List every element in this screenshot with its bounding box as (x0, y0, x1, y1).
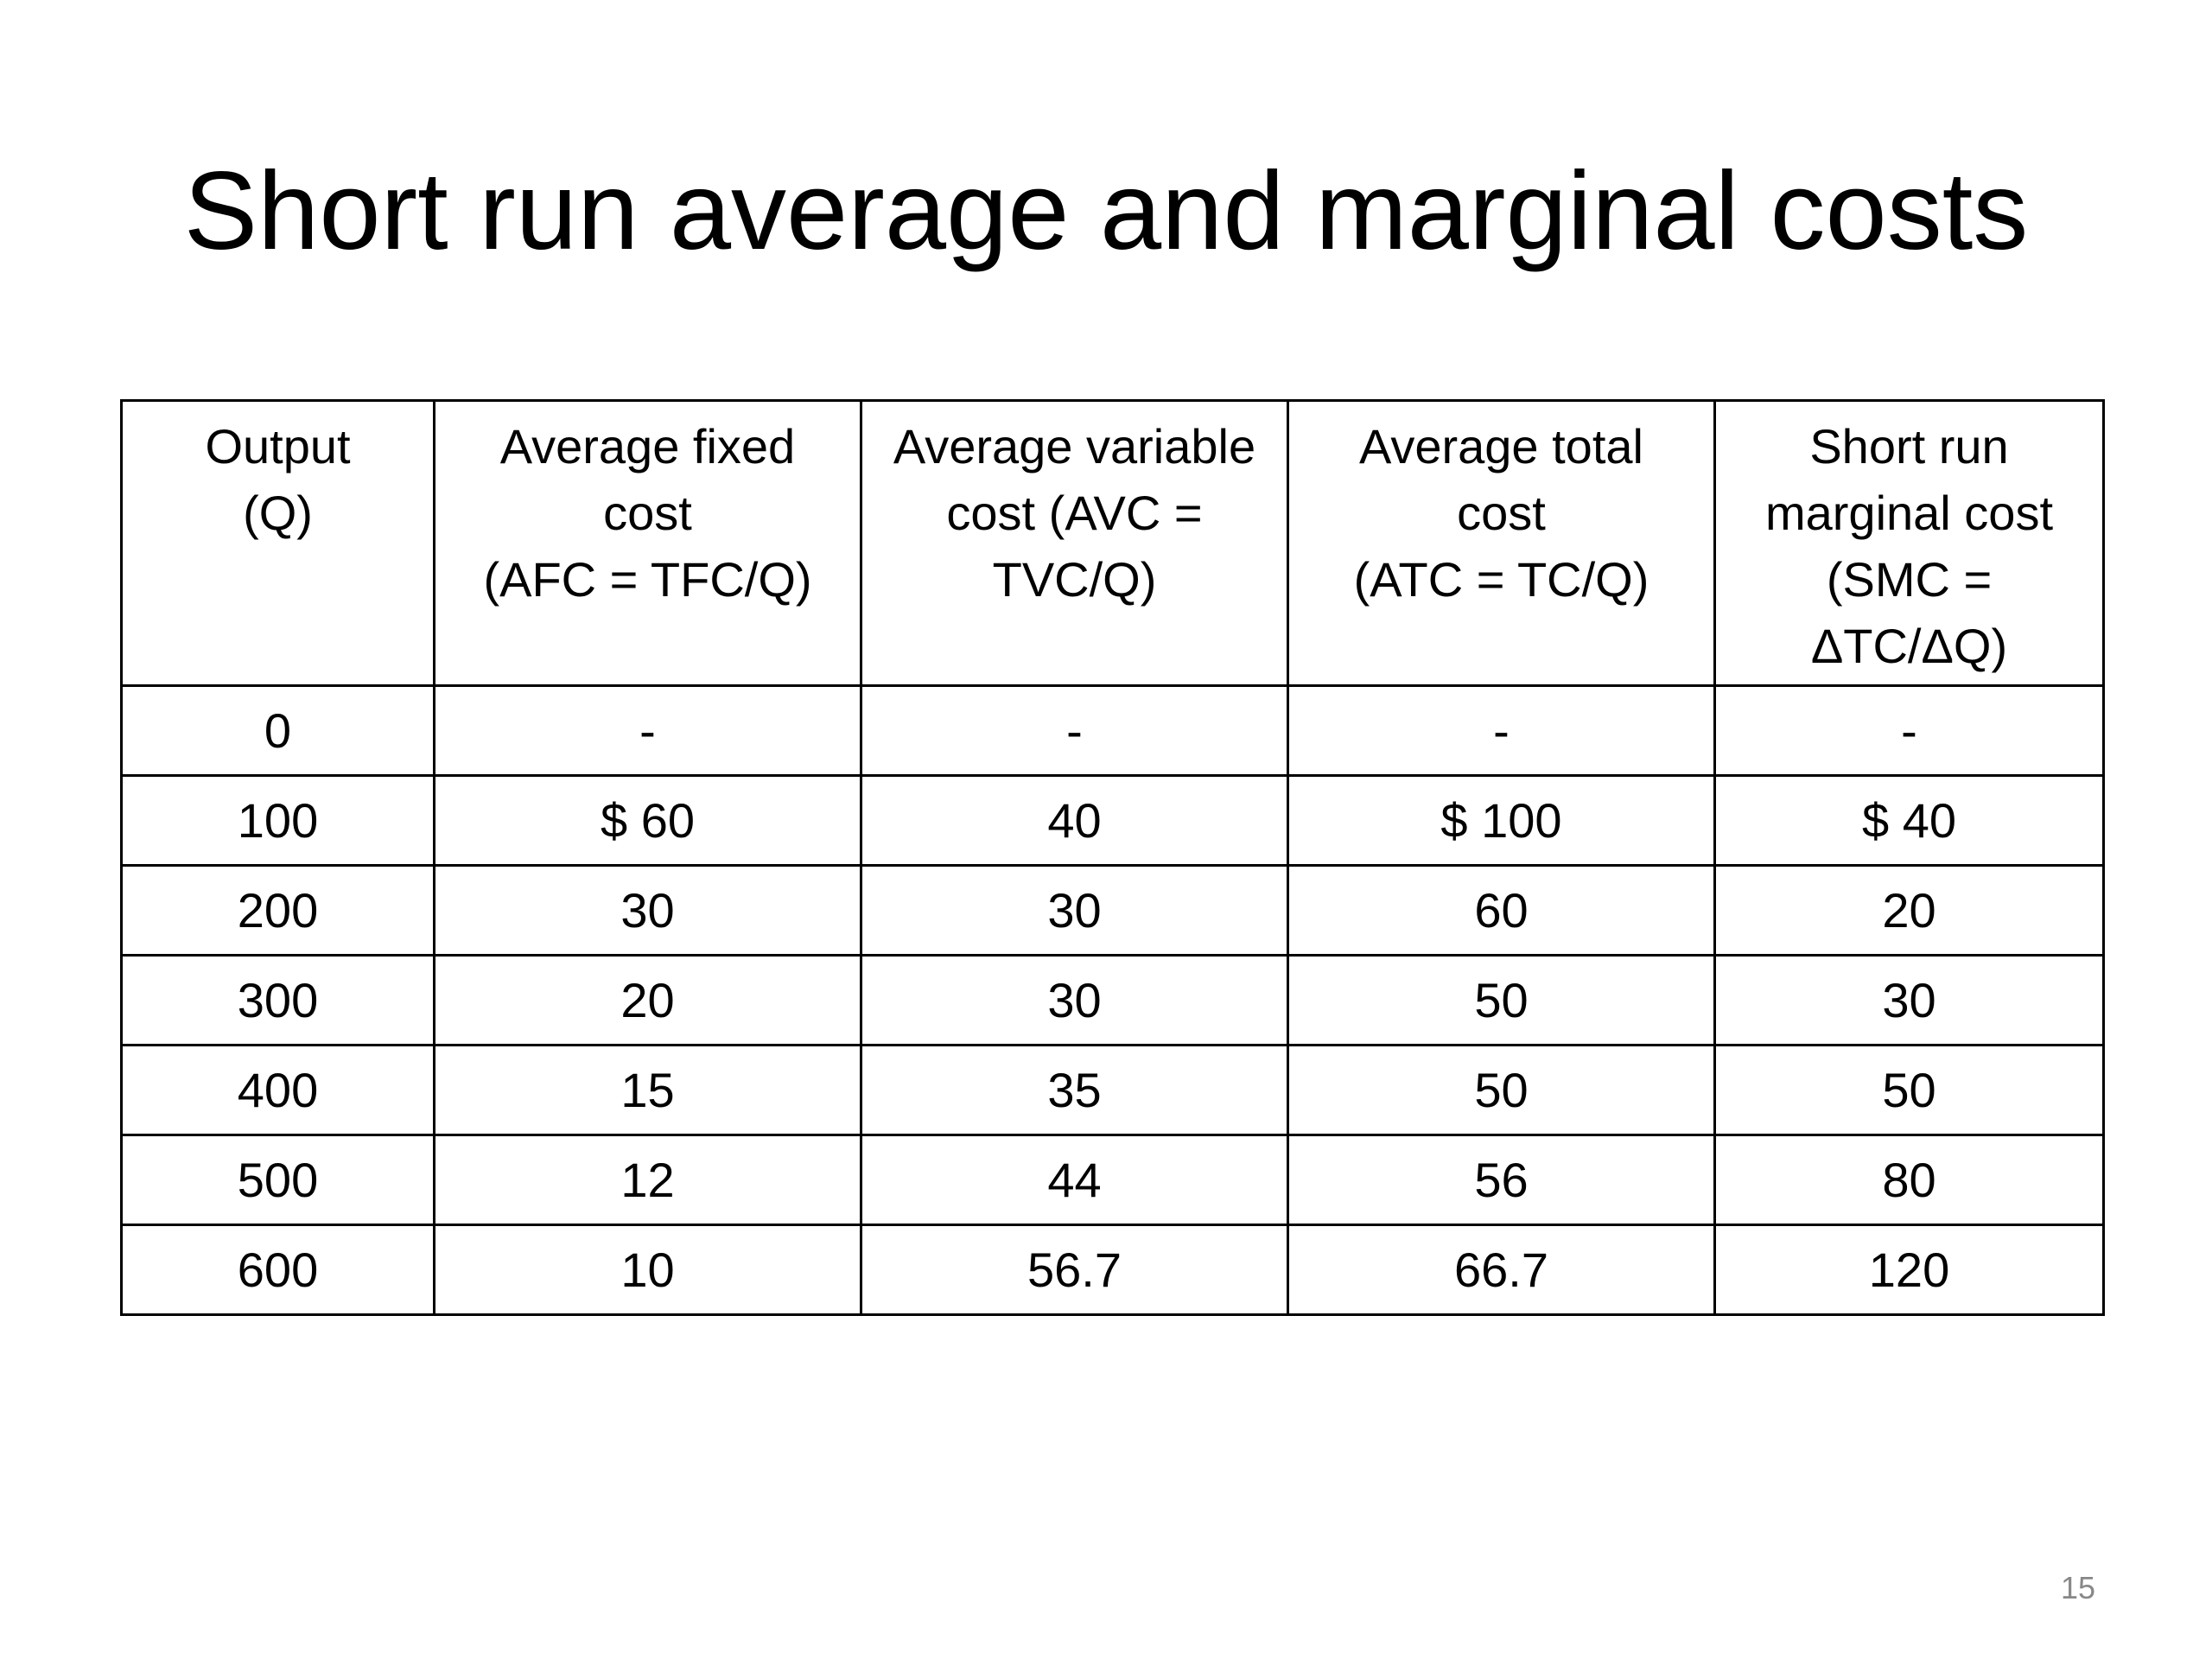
header-line: (ATC = TC/Q) (1353, 552, 1649, 607)
cell-avc: 40 (860, 774, 1289, 867)
cell-avc: 35 (860, 1044, 1289, 1136)
header-line: (Q) (243, 486, 313, 540)
cell-afc: 12 (433, 1134, 862, 1226)
cell-avc: 44 (860, 1134, 1289, 1226)
table-row: 300 20 30 50 30 (120, 954, 2105, 1046)
header-line: Average variable (893, 419, 1256, 474)
header-line: Short run (1809, 419, 2009, 474)
table-row: 0 - - - - (120, 684, 2105, 777)
cell-avc: - (860, 684, 1289, 777)
header-line: cost (1457, 486, 1546, 540)
cell-atc: 56 (1287, 1134, 1716, 1226)
table-row: 100 $ 60 40 $ 100 $ 40 (120, 774, 2105, 867)
cell-avc: 30 (860, 864, 1289, 957)
cell-smc: 50 (1713, 1044, 2105, 1136)
header-short-run-marginal-cost: Short run marginal cost (SMC = ΔTC/ΔQ) (1713, 399, 2105, 687)
header-line: marginal cost (1764, 486, 2054, 540)
cell-smc: $ 40 (1713, 774, 2105, 867)
cell-output: 300 (120, 954, 435, 1046)
cell-atc: 50 (1287, 1044, 1716, 1136)
cell-output: 100 (120, 774, 435, 867)
cell-atc: - (1287, 684, 1716, 777)
header-line: (SMC = (1826, 552, 1993, 607)
cell-output: 200 (120, 864, 435, 957)
header-average-variable-cost: Average variable cost (AVC = TVC/Q) (860, 399, 1289, 687)
cell-afc: - (433, 684, 862, 777)
header-line: TVC/Q) (992, 552, 1157, 607)
cell-atc: 50 (1287, 954, 1716, 1046)
header-output: Output (Q) (120, 399, 435, 687)
table-row: 200 30 30 60 20 (120, 864, 2105, 957)
header-line: Output (205, 419, 351, 474)
table-header-row: Output (Q) Average fixed cost (AFC = TFC… (120, 399, 2105, 687)
cell-smc: 120 (1713, 1224, 2105, 1316)
cell-smc: 20 (1713, 864, 2105, 957)
cell-smc: 30 (1713, 954, 2105, 1046)
header-line: Average fixed (499, 419, 796, 474)
table-row: 500 12 44 56 80 (120, 1134, 2105, 1226)
cell-smc: - (1713, 684, 2105, 777)
header-line: cost (603, 486, 692, 540)
cell-atc: $ 100 (1287, 774, 1716, 867)
cell-afc: 15 (433, 1044, 862, 1136)
cell-afc: 10 (433, 1224, 862, 1316)
cell-afc: 20 (433, 954, 862, 1046)
cost-table: Output (Q) Average fixed cost (AFC = TFC… (120, 399, 2105, 1316)
cell-output: 500 (120, 1134, 435, 1226)
slide-title: Short run average and marginal costs (183, 149, 2029, 273)
header-average-total-cost: Average total cost (ATC = TC/Q) (1287, 399, 1716, 687)
header-line: cost (AVC = (946, 486, 1203, 540)
cell-avc: 30 (860, 954, 1289, 1046)
cell-atc: 66.7 (1287, 1224, 1716, 1316)
header-line: Average total (1359, 419, 1643, 474)
header-average-fixed-cost: Average fixed cost (AFC = TFC/Q) (433, 399, 862, 687)
cell-atc: 60 (1287, 864, 1716, 957)
header-line: (AFC = TFC/Q) (483, 552, 812, 607)
cell-output: 600 (120, 1224, 435, 1316)
cell-smc: 80 (1713, 1134, 2105, 1226)
page-number: 15 (2060, 1570, 2096, 1605)
cell-output: 400 (120, 1044, 435, 1136)
cell-afc: 30 (433, 864, 862, 957)
cell-output: 0 (120, 684, 435, 777)
table-row: 600 10 56.7 66.7 120 (120, 1224, 2105, 1316)
cell-afc: $ 60 (433, 774, 862, 867)
cell-avc: 56.7 (860, 1224, 1289, 1316)
header-line: ΔTC/ΔQ) (1810, 619, 2008, 673)
table-row: 400 15 35 50 50 (120, 1044, 2105, 1136)
